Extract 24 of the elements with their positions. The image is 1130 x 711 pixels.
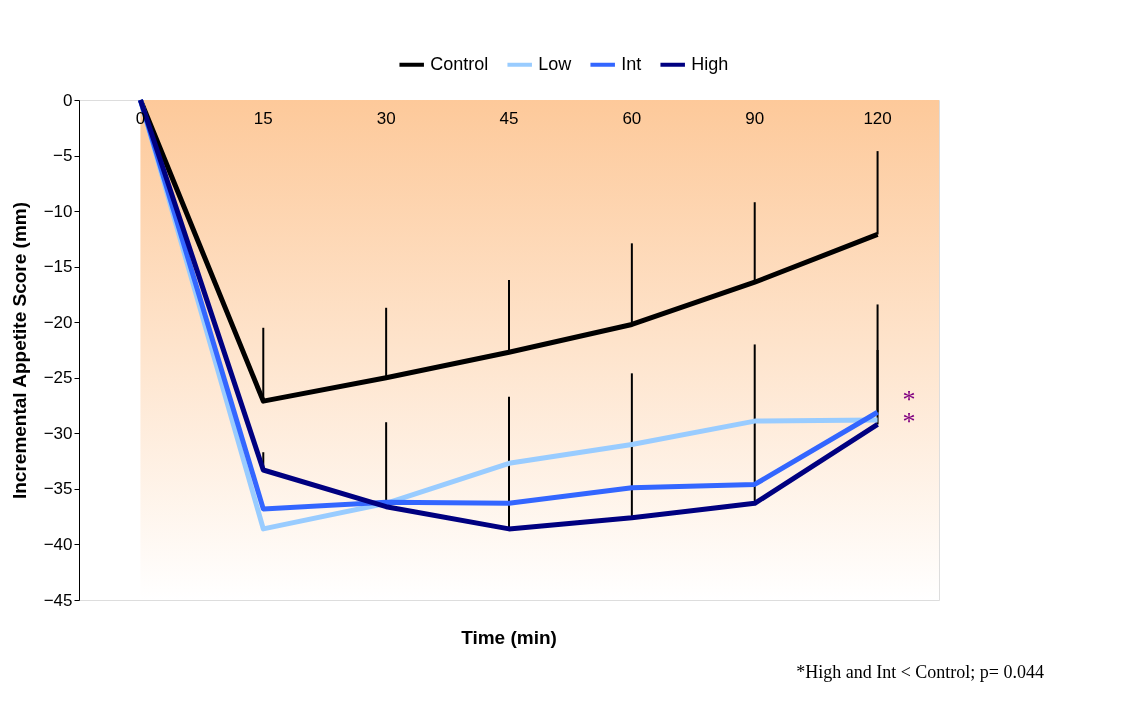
x-tick-label: 0 [135, 108, 146, 128]
y-tick-label: −35 [43, 479, 73, 499]
x-tick-label: 15 [253, 108, 273, 128]
y-tick-label: −10 [43, 201, 73, 221]
y-tick-label: −5 [53, 146, 73, 166]
y-tick-label: 0 [63, 90, 73, 110]
x-tick-label: 120 [863, 108, 892, 128]
y-axis-title: Incremental Appetite Score (mm) [8, 201, 30, 500]
y-tick-label: −15 [43, 257, 73, 277]
x-axis-title: Time (min) [461, 627, 557, 648]
x-tick-label: 90 [745, 108, 765, 128]
y-tick-label: −30 [43, 423, 73, 443]
legend-label: High [691, 53, 729, 74]
y-tick-label: −45 [43, 590, 73, 610]
y-tick-label: −20 [43, 312, 73, 332]
text: *High and Int < Control; p= 0.044 [796, 662, 1044, 682]
legend-label: Int [621, 53, 642, 74]
x-tick-label: 60 [622, 108, 642, 128]
x-tick-label: 30 [376, 108, 396, 128]
y-tick-label: −40 [43, 534, 73, 554]
y-tick-label: −25 [43, 368, 73, 388]
legend-label: Control [430, 53, 489, 74]
x-tick-label: 45 [499, 108, 519, 128]
legend-label: Low [538, 53, 573, 74]
